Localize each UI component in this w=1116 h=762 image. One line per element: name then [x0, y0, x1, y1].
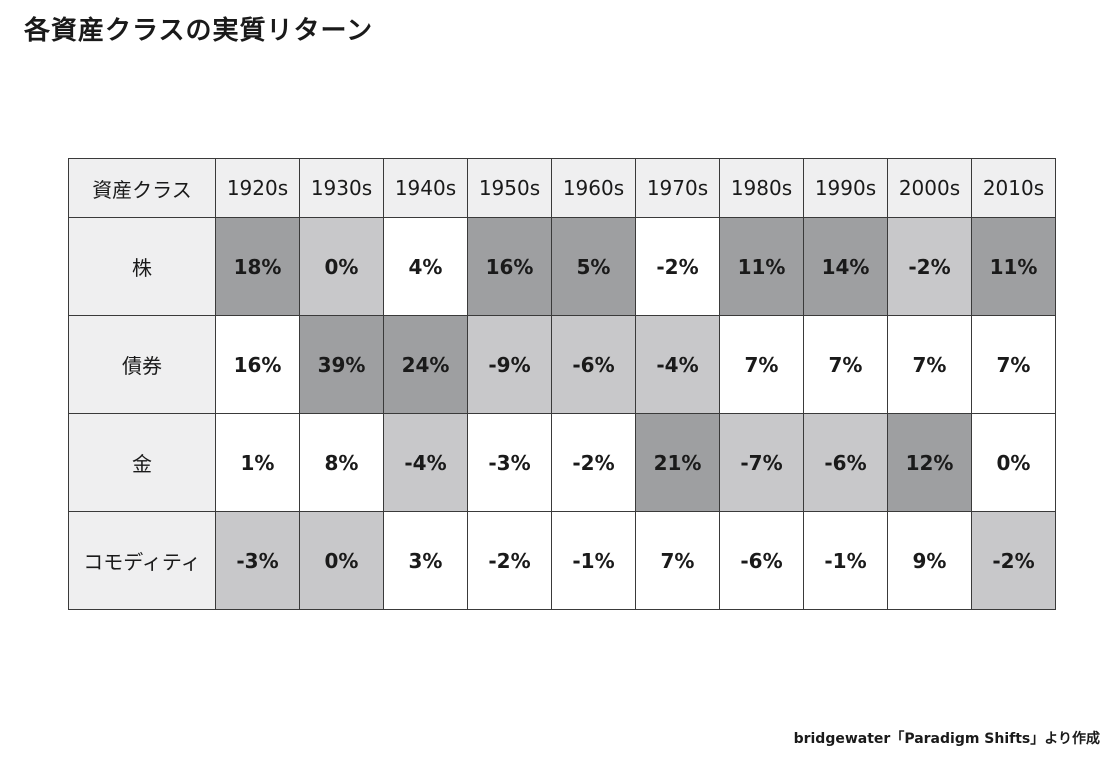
table-row: 株 18% 0% 4% 16% 5% -2% 11% 14% -2% 11%	[68, 217, 1056, 316]
row-header: 株	[68, 217, 216, 316]
column-header: 2000s	[887, 158, 972, 218]
heatmap-cell: 18%	[215, 217, 300, 316]
heatmap-cell: 7%	[635, 511, 720, 610]
heatmap-cell: -4%	[635, 315, 720, 414]
column-header: 1920s	[215, 158, 300, 218]
heatmap-cell: 0%	[299, 217, 384, 316]
heatmap-cell: 21%	[635, 413, 720, 512]
heatmap-cell: 7%	[803, 315, 888, 414]
column-header: 1950s	[467, 158, 552, 218]
heatmap-cell: 7%	[719, 315, 804, 414]
source-note: bridgewater「Paradigm Shifts」より作成	[793, 731, 1100, 747]
heatmap-cell: 16%	[467, 217, 552, 316]
returns-heatmap-table: 資産クラス 1920s 1930s 1940s 1950s 1960s 1970…	[68, 158, 1056, 610]
heatmap-cell: -2%	[635, 217, 720, 316]
heatmap-cell: 12%	[887, 413, 972, 512]
table-row: コモディティ -3% 0% 3% -2% -1% 7% -6% -1% 9% -2%	[68, 511, 1056, 610]
row-header: コモディティ	[68, 511, 216, 610]
heatmap-cell: -6%	[719, 511, 804, 610]
heatmap-cell: 0%	[971, 413, 1056, 512]
heatmap-cell: 9%	[887, 511, 972, 610]
heatmap-cell: -2%	[551, 413, 636, 512]
row-header: 金	[68, 413, 216, 512]
column-header: 1940s	[383, 158, 468, 218]
column-header: 2010s	[971, 158, 1056, 218]
corner-header: 資産クラス	[68, 158, 216, 218]
heatmap-cell: -3%	[467, 413, 552, 512]
heatmap-cell: 1%	[215, 413, 300, 512]
heatmap-cell: -1%	[551, 511, 636, 610]
heatmap-cell: 7%	[971, 315, 1056, 414]
heatmap-cell: 4%	[383, 217, 468, 316]
column-header: 1970s	[635, 158, 720, 218]
heatmap-cell: 14%	[803, 217, 888, 316]
heatmap-cell: 7%	[887, 315, 972, 414]
table-row: 債券 16% 39% 24% -9% -6% -4% 7% 7% 7% 7%	[68, 315, 1056, 414]
table-row: 金 1% 8% -4% -3% -2% 21% -7% -6% 12% 0%	[68, 413, 1056, 512]
heatmap-cell: -1%	[803, 511, 888, 610]
row-header: 債券	[68, 315, 216, 414]
column-header: 1990s	[803, 158, 888, 218]
heatmap-cell: -2%	[887, 217, 972, 316]
heatmap-cell: 8%	[299, 413, 384, 512]
heatmap-cell: -2%	[467, 511, 552, 610]
heatmap-cell: 39%	[299, 315, 384, 414]
heatmap-cell: -4%	[383, 413, 468, 512]
heatmap-cell: -3%	[215, 511, 300, 610]
heatmap-cell: -2%	[971, 511, 1056, 610]
heatmap-cell: 5%	[551, 217, 636, 316]
heatmap-cell: 24%	[383, 315, 468, 414]
heatmap-body: 株 18% 0% 4% 16% 5% -2% 11% 14% -2% 11% 債券 16% 39% 24% -…	[68, 217, 1056, 610]
heatmap-cell: 11%	[971, 217, 1056, 316]
heatmap-cell: 11%	[719, 217, 804, 316]
heatmap-cell: -6%	[803, 413, 888, 512]
heatmap-cell: -7%	[719, 413, 804, 512]
column-header: 1930s	[299, 158, 384, 218]
heatmap-cell: 3%	[383, 511, 468, 610]
heatmap-cell: -6%	[551, 315, 636, 414]
heatmap-cell: 0%	[299, 511, 384, 610]
header-row: 資産クラス 1920s 1930s 1940s 1950s 1960s 1970…	[68, 158, 1056, 218]
column-header: 1960s	[551, 158, 636, 218]
heatmap-cell: -9%	[467, 315, 552, 414]
column-header: 1980s	[719, 158, 804, 218]
chart-title: 各資産クラスの実質リターン	[24, 16, 374, 46]
heatmap-cell: 16%	[215, 315, 300, 414]
